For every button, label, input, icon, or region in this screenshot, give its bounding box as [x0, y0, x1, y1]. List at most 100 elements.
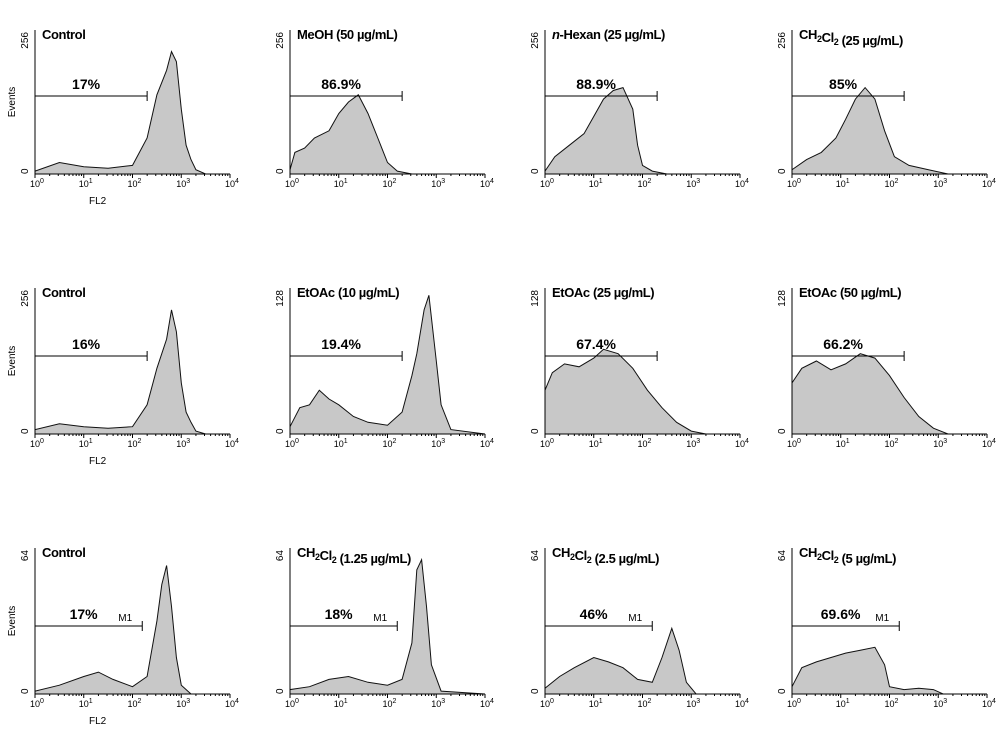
x-tick-label: 104	[982, 178, 996, 189]
gate-marker-label: M1	[373, 613, 387, 624]
x-tick-label: 102	[885, 698, 899, 709]
x-tick-exponent: 1	[89, 438, 93, 445]
x-tick-label: 103	[176, 178, 190, 189]
gate-percent: 86.9%	[321, 76, 361, 92]
panel-title: Control	[42, 285, 85, 300]
x-tick-exponent: 1	[89, 178, 93, 185]
x-tick-exponent: 4	[745, 438, 749, 445]
x-tick-label: 103	[176, 698, 190, 709]
x-tick-label: 104	[225, 438, 239, 449]
gate-percent: 69.6%	[821, 606, 861, 622]
x-tick-exponent: 3	[186, 698, 190, 705]
x-tick-label: 104	[225, 698, 239, 709]
x-tick-label: 102	[638, 438, 652, 449]
x-tick-label: 101	[589, 698, 603, 709]
x-tick-label: 101	[334, 438, 348, 449]
gate-marker-label: M1	[118, 613, 132, 624]
x-tick-label: 100	[30, 178, 44, 189]
x-tick-exponent: 2	[393, 178, 397, 185]
x-tick-exponent: 2	[393, 438, 397, 445]
y-zero-label: 0	[530, 168, 541, 174]
x-axis-label: FL2	[89, 716, 107, 727]
y-max-label: 128	[777, 290, 788, 307]
x-tick-label: 103	[431, 178, 445, 189]
x-tick-label: 102	[885, 178, 899, 189]
panel-title: EtOAc (25 µg/mL)	[552, 285, 654, 300]
x-tick-exponent: 4	[490, 438, 494, 445]
histogram-area	[791, 86, 987, 175]
y-axis-label: Events	[7, 346, 18, 377]
x-tick-exponent: 0	[40, 698, 44, 705]
panel-title: Control	[42, 545, 85, 560]
x-tick-label: 100	[540, 178, 554, 189]
x-tick-exponent: 1	[846, 438, 850, 445]
histogram-area	[34, 565, 230, 695]
x-tick-exponent: 1	[846, 178, 850, 185]
x-tick-label: 101	[589, 178, 603, 189]
x-tick-label: 102	[885, 438, 899, 449]
gate-percent: 88.9%	[576, 76, 616, 92]
x-tick-exponent: 1	[344, 698, 348, 705]
x-tick-exponent: 4	[745, 698, 749, 705]
x-tick-label: 101	[836, 178, 850, 189]
x-tick-exponent: 3	[441, 438, 445, 445]
y-zero-label: 0	[275, 688, 286, 694]
x-tick-label: 100	[787, 178, 801, 189]
gate-percent: 46%	[580, 606, 609, 622]
x-tick-exponent: 0	[295, 698, 299, 705]
histogram-area	[34, 50, 230, 175]
x-tick-exponent: 0	[550, 698, 554, 705]
y-zero-label: 0	[275, 428, 286, 434]
x-tick-label: 100	[30, 438, 44, 449]
gate-percent: 19.4%	[321, 336, 361, 352]
panel-title: EtOAc (10 µg/mL)	[297, 285, 399, 300]
x-tick-label: 102	[383, 698, 397, 709]
x-tick-exponent: 0	[295, 438, 299, 445]
histogram-area	[791, 646, 987, 695]
x-tick-exponent: 4	[235, 178, 239, 185]
x-tick-label: 101	[334, 698, 348, 709]
y-zero-label: 0	[777, 168, 788, 174]
x-tick-label: 100	[787, 698, 801, 709]
x-tick-exponent: 3	[441, 178, 445, 185]
histogram-area	[289, 94, 485, 175]
x-tick-exponent: 3	[696, 698, 700, 705]
y-zero-label: 0	[530, 688, 541, 694]
x-tick-label: 100	[285, 438, 299, 449]
x-tick-label: 104	[982, 698, 996, 709]
x-tick-exponent: 1	[599, 178, 603, 185]
x-tick-exponent: 1	[599, 438, 603, 445]
gate-percent: 16%	[72, 336, 101, 352]
y-max-label: 64	[777, 550, 788, 562]
x-tick-exponent: 4	[992, 178, 996, 185]
x-tick-label: 104	[480, 438, 494, 449]
x-tick-label: 100	[540, 438, 554, 449]
x-tick-exponent: 0	[797, 698, 801, 705]
x-tick-exponent: 0	[550, 178, 554, 185]
x-axis-label: FL2	[89, 196, 107, 207]
x-tick-label: 101	[334, 178, 348, 189]
x-tick-label: 102	[128, 438, 142, 449]
x-tick-exponent: 2	[138, 698, 142, 705]
x-tick-label: 102	[638, 178, 652, 189]
panel-title: CH2Cl2 (1.25 µg/mL)	[297, 545, 411, 566]
x-tick-label: 101	[79, 178, 93, 189]
x-tick-exponent: 1	[846, 698, 850, 705]
histogram-area	[544, 86, 740, 175]
x-tick-label: 101	[589, 438, 603, 449]
x-tick-exponent: 4	[745, 178, 749, 185]
gate-percent: 17%	[70, 606, 99, 622]
histogram-area	[544, 626, 740, 695]
x-tick-label: 103	[933, 698, 947, 709]
x-tick-label: 100	[540, 698, 554, 709]
y-max-label: 256	[275, 32, 286, 49]
y-max-label: 256	[530, 32, 541, 49]
x-tick-exponent: 1	[89, 698, 93, 705]
x-tick-exponent: 0	[550, 438, 554, 445]
x-tick-exponent: 2	[648, 438, 652, 445]
